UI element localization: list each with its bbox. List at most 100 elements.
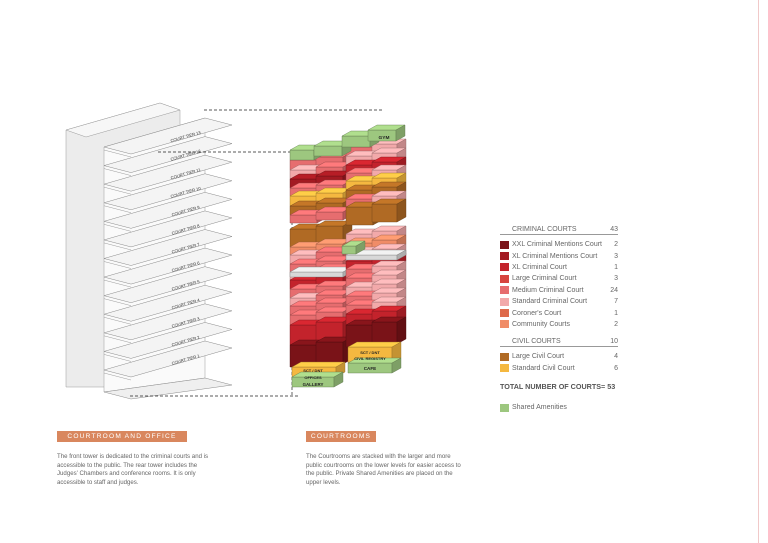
courtroom-office-text: The front tower is dedicated to the crim… <box>57 453 209 486</box>
block-label: GYM <box>379 135 390 141</box>
legend-swatch <box>500 252 509 261</box>
courtroom-block <box>371 316 407 345</box>
slab-edge <box>103 354 132 362</box>
courtroom-stack-left: SCT / DNT OFFICES GALLERY <box>289 151 353 388</box>
legend-label: Standard Criminal Court <box>512 298 588 306</box>
slab-edge <box>103 205 132 213</box>
floor-slab <box>103 229 233 266</box>
floor-slab <box>103 136 233 173</box>
courtrooms-text: The Courtrooms are stacked with the larg… <box>306 453 461 486</box>
floor-slab <box>103 340 233 378</box>
legend-count: 1 <box>614 309 618 317</box>
slab-edge <box>103 186 132 195</box>
legend-label-amenities: Shared Amenities <box>512 404 567 412</box>
legend-count: 4 <box>614 353 618 361</box>
criminal-courts-title: CRIMINAL COURTS <box>512 226 577 233</box>
legend-label: XL Criminal Court <box>512 263 567 271</box>
legend-label: Coroner's Court <box>512 309 562 317</box>
floor-slab <box>103 173 233 211</box>
amenity-block <box>341 240 366 255</box>
block-label: OFFICES <box>304 375 322 380</box>
legend-label: Medium Criminal Court <box>512 286 584 294</box>
legend-label: Community Courts <box>512 320 570 328</box>
slab-edge <box>103 168 132 176</box>
floor-slab <box>103 303 233 341</box>
courtroom-block <box>371 198 407 223</box>
criminal-courts-list: XXL Criminal Mentions Court 2 XL Criminal … <box>500 239 618 330</box>
slab-edge <box>103 261 132 269</box>
legend-label: Large Criminal Court <box>512 275 577 283</box>
amenity-blocks: GYM <box>289 124 406 255</box>
legend-swatch <box>500 352 509 361</box>
legend-swatch <box>500 364 509 373</box>
block-label: SCT / DNT <box>360 350 380 355</box>
amenity-block <box>313 140 352 157</box>
legend-swatch <box>500 297 509 306</box>
legend-label: XL Criminal Mentions Court <box>512 252 598 260</box>
civil-courts-list: Large Civil Court 4 Standard Civil Court 6 <box>500 351 618 374</box>
legend-count: 7 <box>614 298 618 306</box>
legend-swatch <box>500 240 509 249</box>
gallery-block <box>291 371 344 388</box>
legend-count: 2 <box>614 241 618 249</box>
criminal-court-row: XXL Criminal Mentions Court 2 <box>500 239 618 250</box>
page-edge-line <box>758 0 759 543</box>
block-label: SCT / DNT <box>303 368 323 373</box>
slab-edge <box>103 317 132 325</box>
legend-swatch <box>500 286 509 295</box>
floor-slab <box>103 210 233 248</box>
civil-courts-title: CIVIL COURTS <box>512 338 561 346</box>
legend-count: 3 <box>614 252 618 260</box>
legend-label: XXL Criminal Mentions Court <box>512 241 602 249</box>
legend: CRIMINAL COURTS 43 XXL Criminal Mentions… <box>500 226 618 412</box>
criminal-court-row: XL Criminal Court 1 <box>500 262 618 273</box>
rear-tower-top <box>65 102 181 138</box>
criminal-court-row: Community Courts 2 <box>500 319 618 330</box>
legend-count: 24 <box>610 286 618 294</box>
criminal-court-row: Coroner's Court 1 <box>500 307 618 318</box>
floor-slab <box>103 192 233 229</box>
criminal-court-row: Large Criminal Court 3 <box>500 273 618 284</box>
criminal-courts-heading: CRIMINAL COURTS 43 <box>500 226 618 235</box>
floor-slab <box>103 322 233 359</box>
connector-slab <box>289 266 353 278</box>
legend-swatch <box>500 263 509 272</box>
legend-swatch <box>500 320 509 329</box>
slab-edge <box>103 224 132 232</box>
legend-label: Large Civil Court <box>512 353 565 361</box>
block-label: GALLERY <box>303 382 324 387</box>
slab-edge <box>103 242 132 251</box>
total-courts: TOTAL NUMBER OF COURTS= 53 <box>500 381 616 391</box>
slab-edge <box>103 149 132 158</box>
floor-slab <box>103 247 233 285</box>
legend-count: 6 <box>614 364 618 372</box>
criminal-court-row: Standard Criminal Court 7 <box>500 296 618 307</box>
slab-edge <box>103 279 132 288</box>
slab-edge <box>103 372 132 381</box>
floor-slab <box>103 266 233 303</box>
criminal-court-row: Medium Criminal Court 24 <box>500 285 618 296</box>
legend-row-amenities: Shared Amenities <box>500 403 618 412</box>
criminal-court-row: XL Criminal Mentions Court 3 <box>500 250 618 261</box>
legend-count: 3 <box>614 275 618 283</box>
legend-swatch-amenities <box>500 403 509 412</box>
floor-slab <box>103 154 233 192</box>
cafe-block <box>347 357 402 374</box>
courtrooms-header: COURTROOMS <box>306 431 376 442</box>
legend-count: 2 <box>614 320 618 328</box>
legend-swatch <box>500 274 509 283</box>
block-label: CAFE <box>364 366 377 371</box>
legend-label: Standard Civil Court <box>512 364 575 372</box>
civil-court-row: Standard Civil Court 6 <box>500 363 618 374</box>
slab-edge <box>103 335 132 344</box>
legend-count: 1 <box>614 263 618 271</box>
legend-swatch <box>500 309 509 318</box>
civil-courts-total: 10 <box>610 338 618 346</box>
floor-slab <box>103 117 233 155</box>
floor-slab <box>103 284 233 322</box>
civil-courts-heading: CIVIL COURTS 10 <box>500 338 618 348</box>
amenity-block <box>367 124 406 142</box>
